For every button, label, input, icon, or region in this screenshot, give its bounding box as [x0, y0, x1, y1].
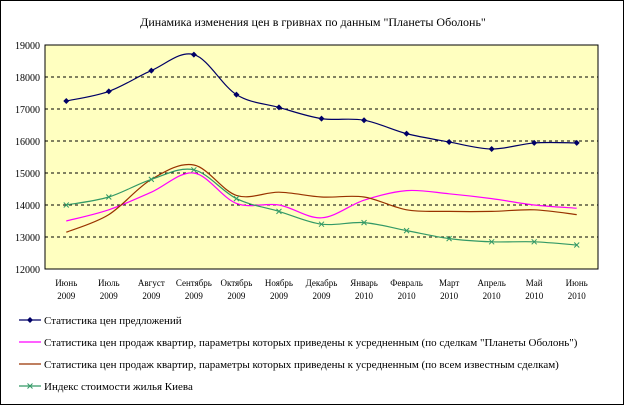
data-point-x — [531, 238, 538, 245]
y-tick-label: 16000 — [15, 137, 40, 148]
x-tick-year: 2009 — [100, 291, 119, 301]
data-point-diamond — [573, 139, 580, 146]
x-tick-month: Октябрь — [220, 278, 252, 288]
data-point-diamond — [148, 67, 155, 74]
y-tick-label: 15000 — [15, 169, 40, 180]
x-tick-year: 2010 — [525, 291, 544, 301]
x-tick-month: Март — [439, 278, 459, 288]
y-tick-label: 12000 — [15, 265, 40, 276]
x-tick-month: Январь — [350, 278, 378, 288]
x-tick-year: 2010 — [398, 291, 417, 301]
x-tick-year: 2009 — [270, 291, 289, 301]
x-tick-year: 2010 — [355, 291, 374, 301]
x-tick-year: 2009 — [142, 291, 161, 301]
data-point-diamond — [318, 115, 325, 122]
y-tick-label: 14000 — [15, 201, 40, 212]
data-point-x — [63, 202, 70, 208]
chart-title: Динамика изменения цен в гривнах по данн… — [140, 15, 486, 29]
data-point-x — [233, 195, 240, 202]
x-tick-year: 2009 — [57, 291, 76, 301]
x-tick-month: Июль — [98, 278, 120, 288]
y-tick-label: 17000 — [15, 105, 40, 116]
data-point-x — [105, 194, 112, 200]
data-point-x — [191, 166, 197, 173]
data-point-diamond — [233, 91, 240, 98]
x-tick-month: Февраль — [390, 278, 423, 288]
x-tick-month: Декабрь — [306, 278, 338, 288]
x-tick-month: Сентябрь — [176, 278, 212, 288]
data-point-diamond — [105, 88, 112, 95]
y-tick-label: 19000 — [15, 41, 40, 52]
legend-label-2: Статистика цен продаж квартир, параметры… — [44, 337, 578, 349]
x-tick-year: 2010 — [440, 291, 459, 301]
data-point-x — [318, 221, 325, 228]
data-point-diamond — [275, 104, 282, 111]
x-tick-month: Июнь — [55, 278, 77, 288]
data-point-diamond — [488, 146, 495, 152]
series-line-2 — [66, 172, 577, 222]
x-tick-year: 2009 — [313, 291, 332, 301]
y-tick-label: 18000 — [15, 73, 40, 84]
legend-label-1: Статистика цен предложений — [44, 315, 182, 327]
data-point-diamond — [446, 138, 453, 145]
x-tick-year: 2009 — [185, 291, 204, 301]
data-point-diamond — [190, 51, 197, 58]
x-tick-month: Апрель — [477, 278, 505, 288]
data-point-diamond — [63, 98, 70, 104]
plot-area — [44, 44, 599, 270]
data-point-diamond — [27, 317, 33, 323]
data-point-x — [361, 219, 367, 226]
legend-label-4: Индекс стоимости жилья Киева — [44, 381, 193, 393]
data-point-diamond — [361, 117, 368, 124]
data-point-x — [403, 227, 410, 234]
data-point-x — [27, 383, 33, 389]
x-tick-month: Август — [138, 278, 165, 288]
x-tick-year: 2009 — [227, 291, 246, 301]
data-point-x — [488, 238, 495, 245]
data-point-x — [148, 176, 155, 183]
legend-label-3: Статистика цен продаж квартир, параметры… — [44, 359, 559, 371]
data-point-diamond — [531, 139, 538, 146]
data-point-x — [573, 242, 580, 248]
x-tick-year: 2010 — [483, 291, 502, 301]
x-tick-month: Май — [526, 278, 543, 288]
x-tick-month: Ноябрь — [265, 278, 293, 288]
data-point-diamond — [403, 130, 410, 137]
data-point-x — [446, 235, 452, 242]
y-tick-label: 13000 — [15, 233, 40, 244]
data-point-x — [276, 208, 282, 215]
x-tick-year: 2010 — [568, 291, 587, 301]
x-tick-month: Июнь — [566, 278, 588, 288]
